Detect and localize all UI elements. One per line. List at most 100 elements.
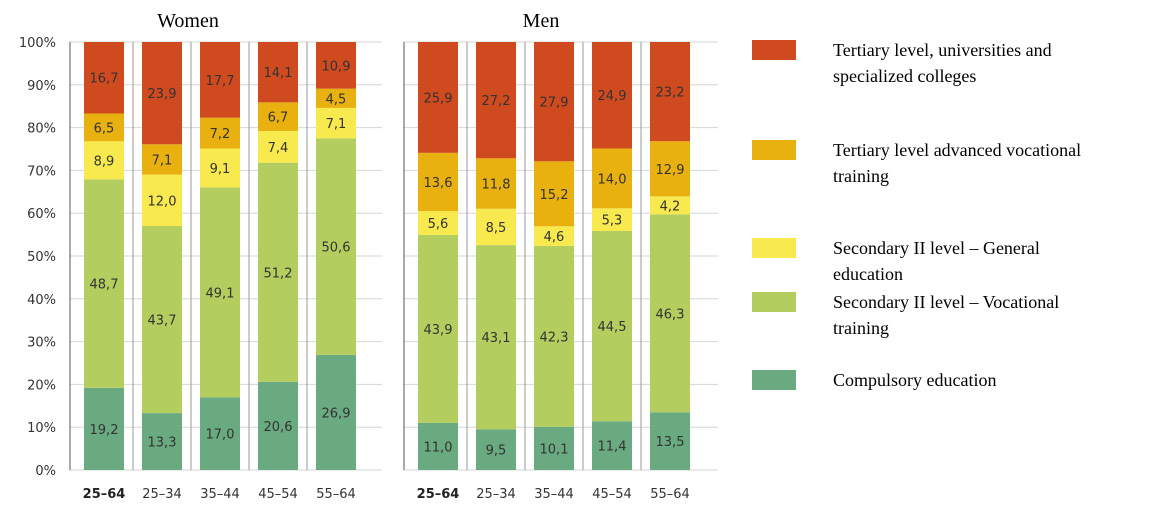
bar-segment (592, 421, 632, 470)
bar-segment (200, 117, 240, 149)
bar-segment (316, 138, 356, 355)
data-label: 13,6 (424, 176, 453, 191)
bar-segment (142, 413, 182, 470)
data-label: 44,5 (598, 320, 627, 335)
data-label: 20,6 (264, 420, 293, 435)
y-tick-label: 0% (35, 464, 56, 479)
panel-title-women: Women (157, 10, 219, 32)
data-label: 48,7 (90, 278, 119, 293)
bar-segment (534, 161, 574, 227)
data-label: 13,3 (148, 436, 177, 451)
bar-segment (258, 131, 298, 163)
data-label: 26,9 (322, 406, 351, 421)
data-label: 24,9 (598, 89, 627, 104)
legend-label: education (833, 264, 903, 284)
x-tick-label: 35–44 (534, 487, 574, 502)
bar-segment (316, 354, 356, 470)
bar-segment (592, 148, 632, 209)
legend-label: Secondary II level – General (833, 238, 1040, 258)
legend-swatch (752, 40, 796, 60)
data-label: 4,2 (660, 199, 681, 214)
bar-segment (534, 426, 574, 470)
bar-segment (200, 148, 240, 188)
data-label: 27,9 (540, 96, 569, 111)
legend-label: specialized colleges (833, 66, 976, 86)
y-tick-label: 40% (27, 293, 56, 308)
bar-segment (142, 144, 182, 175)
data-label: 14,0 (598, 172, 627, 187)
bar-segment (200, 42, 240, 118)
y-tick-label: 20% (27, 378, 56, 393)
bar-segment (418, 211, 458, 236)
data-label: 14,1 (264, 66, 293, 81)
y-tick-label: 10% (27, 421, 56, 436)
data-label: 11,4 (598, 440, 627, 455)
data-label: 9,1 (210, 162, 231, 177)
bar-segment (142, 226, 182, 414)
x-tick-label: 45–54 (592, 487, 632, 502)
legend-swatch (752, 370, 796, 390)
bar-segment (476, 208, 516, 246)
legend-label: training (833, 166, 889, 186)
bar-segment (476, 429, 516, 470)
data-label: 11,8 (482, 178, 511, 193)
data-label: 50,6 (322, 241, 351, 256)
x-tick-label: 55–64 (650, 487, 690, 502)
bar-segment (650, 214, 690, 413)
y-tick-label: 100% (19, 36, 56, 51)
bar-segment (258, 42, 298, 103)
bar-segment (84, 42, 124, 114)
bar-segment (650, 141, 690, 197)
data-label: 17,7 (206, 74, 235, 89)
bar-segment (650, 196, 690, 215)
x-tick-label: 25–64 (83, 487, 126, 502)
data-label: 6,5 (94, 121, 115, 136)
bar-segment (84, 113, 124, 142)
bar-segment (534, 226, 574, 246)
x-tick-label: 25–64 (417, 487, 460, 502)
bar-segment (316, 88, 356, 108)
data-label: 13,5 (656, 435, 685, 450)
x-tick-label: 25–34 (476, 487, 516, 502)
data-label: 15,2 (540, 188, 569, 203)
panel-women: Women 19,2 48,7 8,9 6,5 16,7 25–64 13,3 43,7 12,… (69, 10, 382, 502)
data-label: 43,9 (424, 323, 453, 338)
bar-segment (84, 141, 124, 180)
data-label: 4,5 (326, 92, 347, 107)
data-label: 25,9 (424, 91, 453, 106)
bar-segment (476, 42, 516, 159)
bar-segment (418, 422, 458, 470)
data-label: 27,2 (482, 94, 511, 109)
data-label: 4,6 (544, 230, 565, 245)
data-label: 49,1 (206, 286, 235, 301)
bar-segment (592, 208, 632, 231)
data-label: 23,9 (148, 87, 177, 102)
bar-segment (418, 42, 458, 153)
legend-label: Tertiary level advanced vocational (833, 140, 1081, 160)
data-label: 7,4 (268, 141, 289, 156)
data-label: 7,2 (210, 127, 231, 142)
data-label: 7,1 (152, 153, 173, 168)
bar-segment (258, 102, 298, 132)
x-tick-label: 45–54 (258, 487, 298, 502)
data-label: 43,7 (148, 314, 177, 329)
bar-segment (476, 245, 516, 430)
bar-segment (650, 42, 690, 142)
y-axis: 0% 10% 20% 30% 40% 50% 60% 70% 80% 90% 100% (19, 36, 56, 479)
y-tick-label: 50% (27, 250, 56, 265)
data-label: 42,3 (540, 330, 569, 345)
bar-segment (258, 162, 298, 382)
data-label: 12,0 (148, 194, 177, 209)
data-label: 46,3 (656, 307, 685, 322)
bar-segment (534, 42, 574, 162)
y-tick-label: 90% (27, 79, 56, 94)
bar-segment (418, 152, 458, 212)
data-label: 7,1 (326, 117, 347, 132)
data-label: 43,1 (482, 331, 511, 346)
y-tick-label: 30% (27, 336, 56, 351)
legend-swatch (752, 292, 796, 312)
bar-segment (534, 245, 574, 427)
bar-segment (200, 187, 240, 398)
bar-segment (418, 235, 458, 423)
data-label: 6,7 (268, 111, 289, 126)
